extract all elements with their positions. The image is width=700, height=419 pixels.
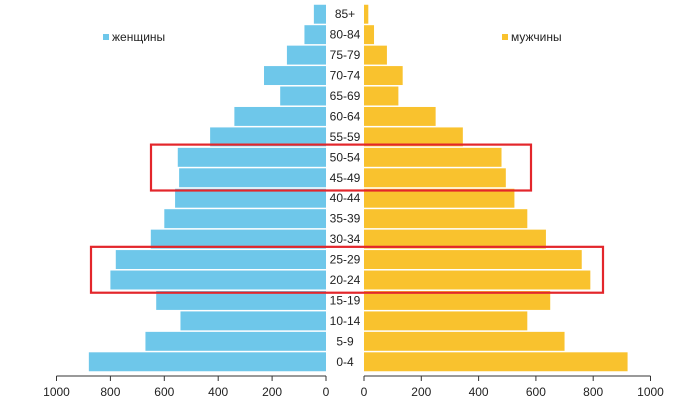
female-bar-15-19 xyxy=(156,290,326,310)
highlight-box-45-49-50-54 xyxy=(149,143,533,192)
female-bar-85+ xyxy=(313,4,326,24)
male-bar-15-19 xyxy=(364,290,551,310)
female-bar-75-79 xyxy=(286,45,326,65)
male-bar-80-84 xyxy=(364,25,375,45)
male-bar-35-39 xyxy=(364,209,528,229)
age-label-50-54: 50-54 xyxy=(330,150,361,164)
male-bar-5-9 xyxy=(364,331,565,351)
age-label-60-64: 60-64 xyxy=(330,109,361,123)
age-label-75-79: 75-79 xyxy=(330,48,361,62)
legend-female-label: женщины xyxy=(112,30,165,44)
female-bar-70-74 xyxy=(264,66,326,86)
age-label-85+: 85+ xyxy=(335,7,355,21)
male-bar-40-44 xyxy=(364,188,515,208)
male-bar-0-4 xyxy=(364,352,628,372)
male-axis-tick-label-800: 800 xyxy=(583,385,603,399)
male-bar-65-69 xyxy=(364,86,399,106)
female-axis-tick-label-400: 400 xyxy=(208,385,228,399)
highlight-boxes xyxy=(89,143,605,294)
female-bars xyxy=(88,4,327,372)
male-bar-60-64 xyxy=(364,106,436,126)
age-label-55-59: 55-59 xyxy=(330,130,361,144)
female-bar-80-84 xyxy=(304,25,326,45)
male-axis-tick-label-600: 600 xyxy=(526,385,546,399)
male-bar-55-59 xyxy=(364,127,463,147)
age-label-5-9: 5-9 xyxy=(336,334,354,348)
female-bar-60-64 xyxy=(234,106,326,126)
male-bar-25-29 xyxy=(364,250,582,270)
male-bar-10-14 xyxy=(364,311,528,331)
highlight-box-20-24-25-29 xyxy=(89,245,605,294)
male-bar-45-49 xyxy=(364,168,506,188)
male-axis-tick-label-1000: 1000 xyxy=(637,385,664,399)
female-axis-tick-label-800: 800 xyxy=(100,385,120,399)
legend-male-swatch xyxy=(502,34,508,40)
female-bar-50-54 xyxy=(177,147,326,167)
legend: женщины мужчины xyxy=(103,30,562,44)
female-bar-20-24 xyxy=(110,270,327,290)
female-axis-tick-label-1000: 1000 xyxy=(43,385,70,399)
age-label-70-74: 70-74 xyxy=(330,69,361,83)
male-bar-75-79 xyxy=(364,45,387,65)
age-label-35-39: 35-39 xyxy=(330,212,361,226)
age-label-65-69: 65-69 xyxy=(330,89,361,103)
female-bar-55-59 xyxy=(210,127,327,147)
male-bar-85+ xyxy=(364,4,369,24)
female-bar-25-29 xyxy=(115,250,326,270)
male-bar-30-34 xyxy=(364,229,546,249)
age-label-45-49: 45-49 xyxy=(330,171,361,185)
male-bar-20-24 xyxy=(364,270,591,290)
female-bar-65-69 xyxy=(280,86,327,106)
age-label-40-44: 40-44 xyxy=(330,191,361,205)
female-bar-10-14 xyxy=(180,311,326,331)
female-bar-45-49 xyxy=(179,168,326,188)
age-label-0-4: 0-4 xyxy=(336,355,354,369)
male-axis-tick-label-400: 400 xyxy=(469,385,489,399)
male-axis: 0 200 400 600 800 1000 xyxy=(361,375,664,399)
male-bar-50-54 xyxy=(364,147,502,167)
age-label-30-34: 30-34 xyxy=(330,232,361,246)
age-label-80-84: 80-84 xyxy=(330,28,361,42)
legend-male-label: мужчины xyxy=(511,30,562,44)
female-bar-35-39 xyxy=(164,209,326,229)
female-bar-0-4 xyxy=(88,352,326,372)
female-axis-tick-label-600: 600 xyxy=(154,385,174,399)
age-label-25-29: 25-29 xyxy=(330,253,361,267)
legend-female-swatch xyxy=(103,34,109,40)
female-axis-tick-label-200: 200 xyxy=(262,385,282,399)
male-axis-tick-label-200: 200 xyxy=(411,385,431,399)
age-label-15-19: 15-19 xyxy=(330,293,361,307)
female-axis: 1000 800 600 400 200 0 xyxy=(43,375,330,399)
female-bar-5-9 xyxy=(145,331,326,351)
age-label-10-14: 10-14 xyxy=(330,314,361,328)
female-axis-tick-label-0: 0 xyxy=(323,385,330,399)
male-bar-70-74 xyxy=(364,66,403,86)
female-bar-40-44 xyxy=(175,188,326,208)
age-group-labels: 0-4 5-9 10-14 15-19 20-24 25-29 30-34 35-39 40-4… xyxy=(330,7,361,369)
male-bars xyxy=(364,4,628,372)
male-axis-tick-label-0: 0 xyxy=(361,385,368,399)
age-label-20-24: 20-24 xyxy=(330,273,361,287)
female-bar-30-34 xyxy=(150,229,326,249)
